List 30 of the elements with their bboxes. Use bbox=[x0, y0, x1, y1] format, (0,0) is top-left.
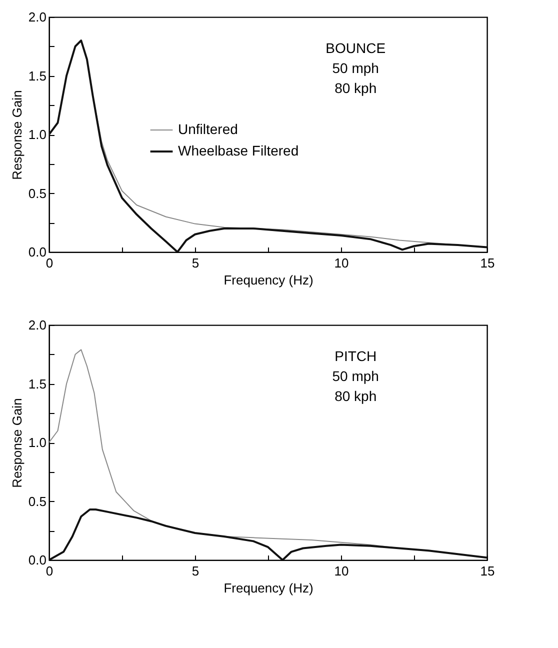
x-tick-label: 15 bbox=[480, 256, 495, 270]
annotation: 80 kph bbox=[334, 80, 377, 96]
y-tick-label: 0.5 bbox=[28, 494, 46, 509]
x-tick-label: 5 bbox=[192, 564, 200, 578]
x-tick-label: 0 bbox=[46, 256, 54, 270]
y-tick-label: 1.5 bbox=[28, 68, 46, 84]
y-tick-label: 0.0 bbox=[28, 552, 46, 568]
y-tick-label: 1.0 bbox=[28, 127, 46, 142]
y-tick-label: 1.0 bbox=[28, 435, 46, 450]
legend-label: Wheelbase Filtered bbox=[178, 142, 299, 159]
y-tick-label: 1.5 bbox=[28, 376, 46, 392]
legend-label: Unfiltered bbox=[178, 121, 238, 138]
x-axis-title: Frequency (Hz) bbox=[224, 580, 314, 596]
x-tick-label: 15 bbox=[480, 564, 495, 578]
x-tick-label: 10 bbox=[334, 564, 349, 578]
annotation: 50 mph bbox=[332, 368, 379, 384]
y-tick-label: 0.0 bbox=[28, 244, 46, 260]
y-axis-title: Response Gain bbox=[9, 398, 24, 488]
x-tick-label: 10 bbox=[334, 256, 349, 270]
y-tick-label: 2.0 bbox=[28, 10, 46, 24]
annotation: 50 mph bbox=[332, 60, 379, 76]
x-tick-label: 5 bbox=[192, 256, 200, 270]
annotation: PITCH bbox=[334, 348, 377, 364]
x-tick-label: 0 bbox=[46, 564, 54, 578]
y-tick-label: 2.0 bbox=[28, 318, 46, 332]
annotation: BOUNCE bbox=[326, 40, 386, 56]
y-tick-label: 0.5 bbox=[28, 186, 46, 201]
annotation: 80 kph bbox=[334, 388, 377, 404]
y-axis-title: Response Gain bbox=[9, 90, 24, 180]
x-axis-title: Frequency (Hz) bbox=[224, 272, 314, 288]
